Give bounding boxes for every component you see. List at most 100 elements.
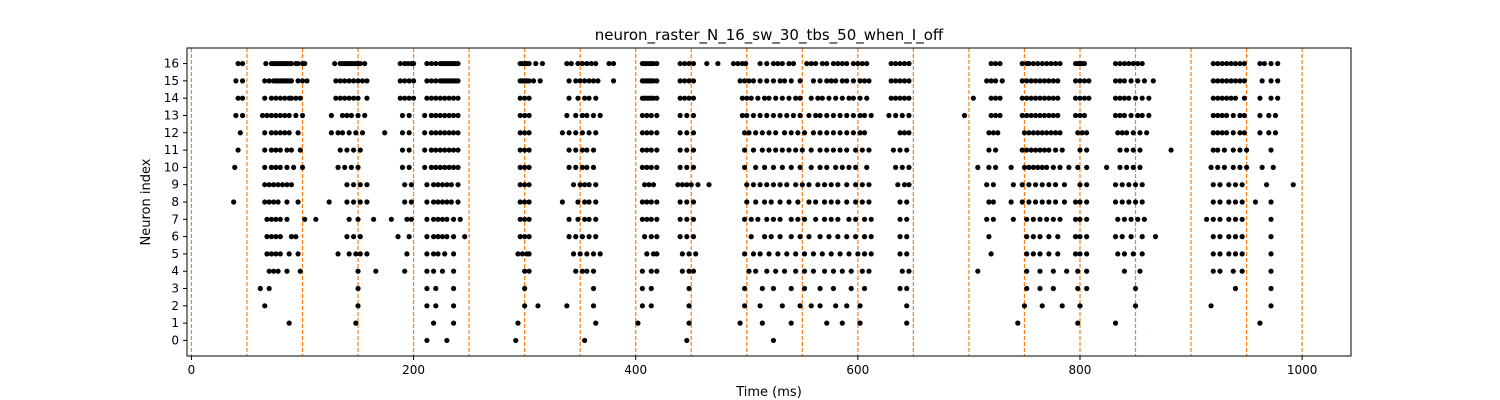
spike-point: [233, 78, 239, 84]
spike-point: [297, 95, 303, 101]
x-tick-label: 400: [624, 363, 647, 377]
spike-point: [648, 216, 654, 222]
spike-point: [1232, 78, 1239, 84]
spike-point: [773, 130, 779, 136]
y-tick-label: 14: [164, 91, 179, 105]
spike-point: [353, 130, 359, 136]
spike-point: [1072, 216, 1079, 222]
spike-point: [770, 60, 777, 67]
spike-point: [824, 78, 830, 84]
spike-point: [355, 95, 361, 101]
spike-point: [828, 199, 834, 205]
spike-point: [1057, 164, 1063, 170]
spike-point: [797, 112, 803, 119]
spike-point: [1024, 234, 1030, 240]
spike-point: [1137, 130, 1143, 136]
spike-point: [517, 164, 523, 170]
spike-point: [435, 182, 441, 188]
spike-point: [750, 147, 757, 153]
spike-point: [861, 234, 868, 240]
spike-point: [1024, 216, 1030, 222]
spike-point: [770, 337, 777, 344]
spike-point: [1021, 303, 1028, 309]
spike-point: [526, 251, 532, 257]
spike-point: [1121, 112, 1128, 119]
spike-point: [901, 95, 908, 101]
spike-point: [1215, 164, 1221, 170]
spike-point: [1130, 147, 1136, 153]
spike-point: [593, 60, 599, 67]
spike-point: [404, 216, 410, 222]
spike-point: [424, 78, 430, 84]
spike-point: [1039, 130, 1045, 136]
spike-point: [1024, 112, 1030, 119]
spike-point: [446, 95, 452, 101]
spike-point: [575, 95, 581, 101]
spike-point: [435, 199, 441, 205]
spike-point: [1224, 95, 1230, 101]
spike-point: [399, 112, 406, 119]
spike-point: [446, 164, 452, 170]
spike-point: [346, 95, 352, 101]
spike-point: [864, 60, 870, 67]
spike-point: [1121, 268, 1128, 274]
spike-point: [1026, 199, 1032, 205]
spike-point: [397, 60, 403, 67]
spike-point: [744, 112, 750, 119]
spike-point: [788, 216, 794, 222]
spike-point: [1032, 147, 1039, 153]
spike-point: [1075, 164, 1081, 170]
spike-point: [644, 147, 650, 153]
spike-point: [897, 130, 903, 136]
spike-point: [806, 182, 812, 188]
spike-point: [351, 95, 357, 101]
spike-point: [1121, 216, 1128, 222]
spike-point: [1077, 234, 1083, 240]
spike-point: [1221, 147, 1227, 153]
spike-point: [1237, 164, 1243, 170]
spike-point: [410, 60, 417, 67]
spike-point: [357, 60, 363, 67]
spike-point: [455, 199, 461, 205]
spike-point: [1226, 182, 1232, 188]
spike-point: [1232, 182, 1239, 188]
spike-point: [1037, 95, 1043, 101]
plot-area: [190, 48, 1303, 356]
spike-point: [522, 182, 528, 188]
spike-point: [364, 78, 370, 84]
spike-point: [806, 234, 812, 240]
spike-point: [1008, 164, 1014, 170]
spike-point: [566, 95, 572, 101]
spike-point: [859, 147, 865, 153]
spike-point: [1210, 268, 1216, 274]
spike-point: [1141, 216, 1148, 222]
spike-point: [975, 268, 981, 274]
spike-point: [273, 112, 279, 119]
spike-point: [988, 112, 994, 119]
spike-point: [1239, 251, 1245, 257]
spike-point: [590, 251, 597, 257]
spike-point: [1055, 95, 1061, 101]
spike-point: [817, 112, 823, 119]
spike-point: [1028, 95, 1034, 101]
spike-point: [293, 234, 299, 240]
spike-point: [444, 234, 450, 240]
spike-point: [439, 268, 446, 274]
spike-point: [1228, 60, 1234, 67]
spike-point: [533, 60, 539, 67]
spike-point: [284, 268, 290, 274]
spike-point: [239, 60, 246, 67]
spike-point: [868, 112, 874, 119]
spike-point: [768, 199, 774, 205]
spike-point: [795, 216, 801, 222]
spike-point: [348, 112, 354, 119]
spike-point: [455, 130, 461, 136]
spike-point: [777, 78, 783, 84]
spike-point: [648, 234, 654, 240]
spike-point: [768, 234, 774, 240]
spike-point: [846, 164, 852, 170]
spike-point: [833, 164, 839, 170]
spike-point: [1046, 199, 1052, 205]
spike-point: [797, 78, 803, 84]
spike-point: [1266, 112, 1272, 119]
